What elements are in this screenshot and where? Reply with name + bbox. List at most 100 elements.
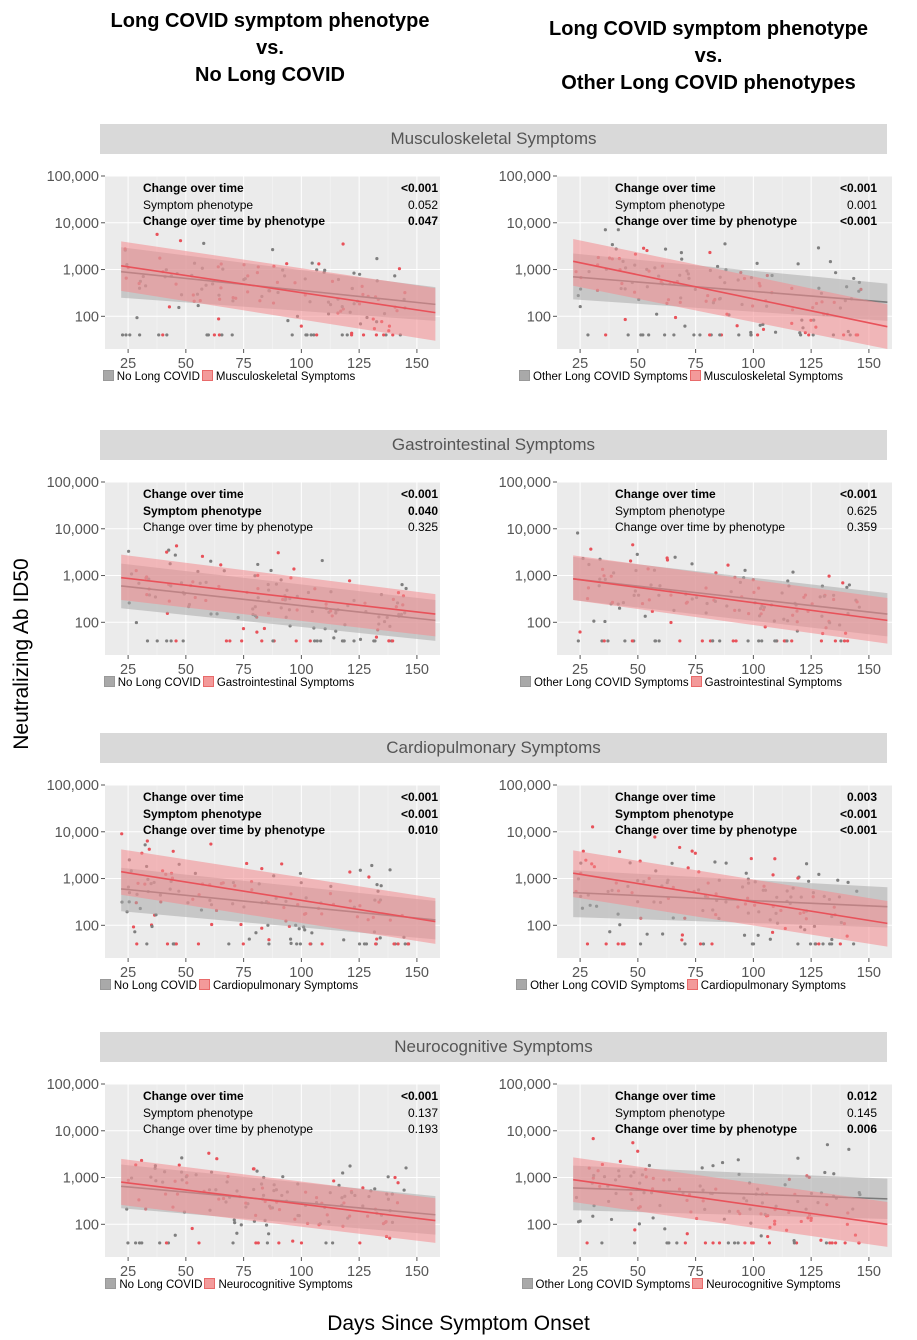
reference-point (757, 639, 761, 643)
reference-point (265, 1241, 270, 1245)
reference-point (402, 1188, 406, 1192)
reference-point (816, 246, 821, 250)
legend: Other Long COVID Symptoms Musculoskeletal… (460, 370, 900, 383)
phenotype-point (631, 543, 635, 547)
stats-label: Symptom phenotype (143, 1105, 254, 1120)
reference-point (651, 1216, 655, 1220)
stats-row: Symptom phenotype 0.145 (615, 1105, 877, 1122)
x-tick-label: 25 (572, 356, 588, 372)
phenotype-point (755, 333, 760, 337)
x-tick-label: 100 (289, 1264, 313, 1280)
reference-point (158, 1241, 162, 1245)
panel-2-1: 100 1,000 10,000 100,000 25 50 75 100 125 150 Chan… (460, 733, 900, 1003)
reference-point (773, 330, 778, 334)
reference-point (700, 1166, 704, 1170)
x-tick-label: 75 (688, 1264, 704, 1280)
x-tick-label: 125 (347, 356, 371, 372)
phenotype-point (361, 1186, 365, 1190)
panel-plot-2-1: 100 1,000 10,000 100,000 25 50 75 100 125 150 (499, 778, 892, 981)
phenotype-point (178, 239, 183, 243)
phenotype-point (267, 938, 271, 942)
panel-plot-1-1: 100 1,000 10,000 100,000 25 50 75 100 125 150 (499, 475, 892, 678)
reference-point (645, 932, 649, 936)
phenotype-point (164, 1241, 169, 1245)
stats-value: 0.625 (846, 503, 877, 518)
reference-point (126, 549, 131, 553)
reference-point (140, 1241, 144, 1245)
phenotype-point (255, 630, 259, 634)
x-tick-label: 150 (857, 1264, 881, 1280)
legend-swatch-reference (519, 370, 530, 381)
phenotype-point (631, 1141, 635, 1145)
phenotype-point (585, 1241, 589, 1245)
x-tick-label: 25 (120, 965, 136, 981)
stats-label: Symptom phenotype (143, 806, 262, 821)
reference-point (165, 639, 169, 643)
phenotype-point (200, 554, 205, 558)
reference-point (718, 333, 722, 337)
reference-point (320, 558, 324, 563)
stats-value: 0.040 (407, 503, 438, 518)
stats-row: Change over time by phenotype 0.325 (143, 519, 438, 536)
reference-point (290, 333, 294, 337)
phenotype-point (350, 331, 354, 335)
reference-point (298, 942, 302, 946)
reference-point (269, 568, 273, 573)
phenotype-point (374, 942, 378, 946)
stats-value: 0.012 (846, 1089, 877, 1103)
facet-strip-0: Musculoskeletal Symptoms (100, 124, 887, 154)
reference-point (759, 1234, 763, 1238)
stats-label: Symptom phenotype (615, 197, 726, 212)
phenotype-point (260, 926, 264, 930)
phenotype-point (819, 639, 824, 643)
reference-point (821, 942, 825, 946)
panel-1-1: 100 1,000 10,000 100,000 25 50 75 100 125 150 Chan… (460, 430, 900, 700)
reference-point (847, 583, 851, 587)
reference-point (609, 1217, 614, 1222)
reference-point (209, 559, 213, 563)
stats-row: Symptom phenotype 0.040 (143, 503, 438, 520)
stats-value: <0.001 (839, 487, 877, 501)
reference-point (760, 639, 764, 643)
phenotype-point (397, 267, 402, 271)
phenotype-point (375, 937, 379, 941)
stats-value: 0.137 (407, 1105, 438, 1120)
reference-point (173, 1233, 177, 1237)
reference-point (665, 1241, 669, 1245)
phenotype-ci-band (121, 241, 436, 341)
reference-point (312, 333, 316, 337)
reference-point (319, 639, 323, 643)
reference-point (673, 555, 677, 559)
reference-point (774, 639, 779, 643)
phenotype-point (308, 942, 312, 946)
reference-point (726, 1241, 730, 1245)
x-tick-label: 25 (572, 1264, 588, 1280)
stats-row: Change over time <0.001 (615, 180, 877, 197)
stats-row: Symptom phenotype <0.001 (143, 806, 438, 823)
phenotype-point (700, 639, 704, 643)
stats-table: Change over time <0.001 Symptom phenotype 0… (615, 486, 877, 536)
stats-table: Change over time 0.012 Symptom phenotype 0.… (615, 1088, 877, 1138)
stats-label: Symptom phenotype (143, 197, 254, 212)
reference-point (600, 639, 604, 643)
reference-point (289, 941, 293, 945)
reference-point (138, 333, 142, 337)
reference-point (342, 639, 346, 643)
reference-point (348, 1164, 352, 1168)
stats-row: Change over time 0.003 (615, 789, 877, 806)
legend-swatch-reference (99, 979, 111, 990)
phenotype-point (332, 1179, 336, 1183)
reference-point (768, 937, 772, 941)
x-tick-label: 75 (236, 356, 252, 372)
phenotype-point (341, 242, 345, 246)
reference-point (345, 333, 349, 337)
phenotype-point (393, 1175, 397, 1180)
phenotype-point (212, 333, 217, 337)
phenotype-point (690, 849, 694, 853)
reference-point (150, 924, 154, 929)
stats-value: 0.010 (407, 823, 438, 837)
phenotype-point (131, 925, 136, 929)
legend: No Long COVID Neurocognitive Symptoms (8, 1278, 448, 1291)
phenotype-point (219, 563, 223, 567)
reference-point (723, 242, 727, 246)
